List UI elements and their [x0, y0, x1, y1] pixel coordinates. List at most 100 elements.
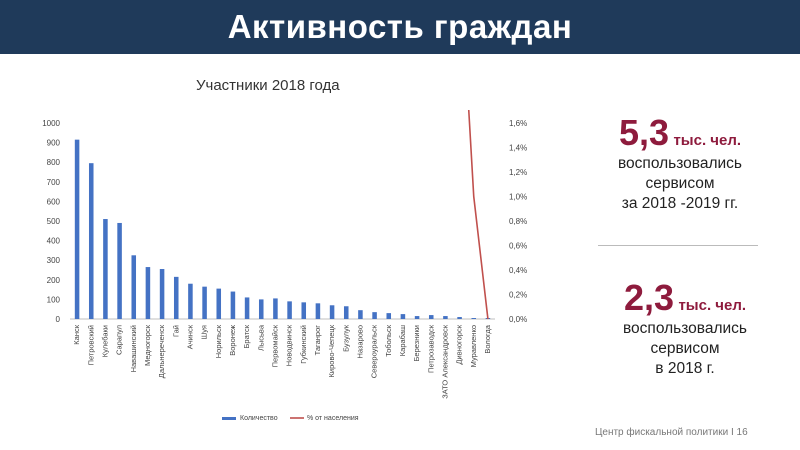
bar — [386, 313, 392, 319]
x-tick-label: Дивногорск — [455, 324, 464, 364]
bar — [372, 312, 377, 319]
y-tick-label-left: 200 — [47, 276, 61, 285]
stat-value: 2,3 — [623, 277, 674, 318]
x-tick-label: Гай — [171, 325, 180, 337]
stat-value: 5,3 — [618, 112, 669, 153]
bar — [443, 316, 448, 319]
bar — [343, 306, 349, 319]
bar — [287, 301, 292, 319]
stat-block-2: 2,3 тыс. чел. воспользовались сервисом в… — [585, 277, 785, 379]
x-tick-label: Назарово — [355, 325, 364, 359]
y-tick-label-left: 700 — [47, 178, 61, 187]
bar — [159, 269, 165, 319]
bar — [414, 316, 420, 319]
x-tick-label: Таганрог — [313, 325, 322, 356]
x-tick-label: Губкинский — [299, 325, 308, 364]
y-tick-label-left: 400 — [47, 237, 61, 246]
y-tick-label-left: 100 — [47, 295, 61, 304]
x-tick-label: Лысьва — [256, 324, 265, 351]
combo-chart: 0 100 200 300 400 500 600 700 800 900 1000 0,0% 0,2%… — [42, 110, 527, 422]
y-tick-label-left: 800 — [47, 158, 61, 167]
x-tick-label: Петрозаводск — [426, 324, 435, 373]
x-tick-label: Норильск — [214, 324, 223, 358]
x-tick-label: Первомайск — [270, 324, 279, 367]
stat-desc-line: сервисом — [650, 340, 720, 357]
stat-unit: тыс. чел. — [673, 132, 742, 149]
x-tick-label: Сарапул — [115, 325, 124, 355]
bar — [216, 288, 222, 319]
bar — [358, 310, 363, 319]
y-tick-label-left: 600 — [47, 197, 61, 206]
bar — [400, 314, 406, 319]
y-tick-label-right: 1,0% — [509, 193, 527, 202]
bar — [428, 315, 434, 319]
y-tick-label-right: 0,8% — [509, 217, 527, 226]
legend-label: Количество — [240, 415, 278, 422]
y-tick-label-left: 0 — [56, 315, 61, 324]
x-tick-label: Вологда — [483, 324, 492, 353]
x-tick-label: Кулебаки — [100, 325, 109, 357]
x-tick-label: Новодвинск — [285, 324, 294, 366]
bar — [131, 255, 137, 319]
bar — [103, 219, 108, 319]
bar — [230, 291, 236, 319]
x-tick-label: Шуя — [200, 325, 209, 340]
x-tick-label: Воронеж — [228, 325, 237, 356]
bar — [457, 317, 462, 319]
y-tick-label-right: 0,0% — [509, 315, 527, 324]
page-title: Активность граждан — [227, 8, 573, 45]
bar — [258, 299, 264, 319]
bar — [117, 222, 122, 319]
bar — [273, 298, 278, 319]
stat-desc-line: сервисом — [645, 175, 715, 192]
stat-desc-line: воспользовались — [623, 320, 747, 337]
divider — [598, 245, 758, 246]
bar — [173, 276, 179, 319]
bar — [315, 303, 321, 319]
y-tick-label-right: 0,6% — [509, 242, 527, 251]
y-tick-label-right: 1,4% — [509, 144, 527, 153]
x-tick-label: Медногорск — [143, 324, 152, 366]
x-tick-label: ЗАТО Александровск — [440, 324, 449, 398]
stat-desc-line: воспользовались — [618, 155, 742, 172]
x-tick-label: Муравленко — [469, 325, 478, 367]
y-tick-label-right: 0,2% — [509, 291, 527, 300]
x-tick-label: Навашинский — [129, 325, 138, 372]
x-tick-label: Кирово-Чепецк — [327, 324, 336, 377]
stat-unit: тыс. чел. — [678, 297, 747, 314]
x-tick-label: Братск — [242, 324, 251, 348]
y-tick-label-left: 500 — [47, 217, 61, 226]
bar — [88, 163, 94, 319]
legend-swatch-bar — [222, 417, 236, 420]
x-tick-label: Канск — [72, 324, 81, 344]
x-tick-label: Дальнереченск — [157, 324, 166, 378]
stat-desc-line: за 2018 -2019 гг. — [621, 195, 739, 212]
x-tick-label: Березники — [412, 325, 421, 362]
bar — [74, 139, 80, 319]
y-tick-label-right: 1,6% — [509, 119, 527, 128]
x-tick-label: Карабаш — [398, 325, 407, 356]
x-tick-label: Тобольск — [384, 324, 393, 357]
x-tick-label: Ачинск — [185, 324, 194, 349]
x-tick-label: Бузулук — [341, 324, 350, 352]
bar — [471, 318, 477, 319]
stat-block-1: 5,3 тыс. чел. воспользовались сервисом з… — [580, 112, 780, 214]
y-tick-label-left: 300 — [47, 256, 61, 265]
x-tick-label: Петровский — [86, 325, 95, 365]
y-tick-label-right: 1,2% — [509, 168, 527, 177]
bar — [301, 302, 307, 319]
y-tick-label-left: 900 — [47, 139, 61, 148]
stat-desc-line: в 2018 г. — [655, 360, 715, 377]
bar — [329, 305, 335, 319]
bar — [188, 283, 193, 319]
chart-title: Участники 2018 года — [196, 77, 340, 94]
header-bar: Активность граждан — [0, 0, 800, 54]
y-tick-label-left: 1000 — [42, 119, 60, 128]
bar — [145, 267, 151, 319]
x-tick-label: Североуральск — [370, 324, 379, 378]
bar — [244, 297, 250, 319]
y-tick-label-right: 0,4% — [509, 266, 527, 275]
bar — [202, 286, 207, 319]
percent-line — [467, 110, 489, 320]
legend-label: % от населения — [307, 415, 359, 422]
